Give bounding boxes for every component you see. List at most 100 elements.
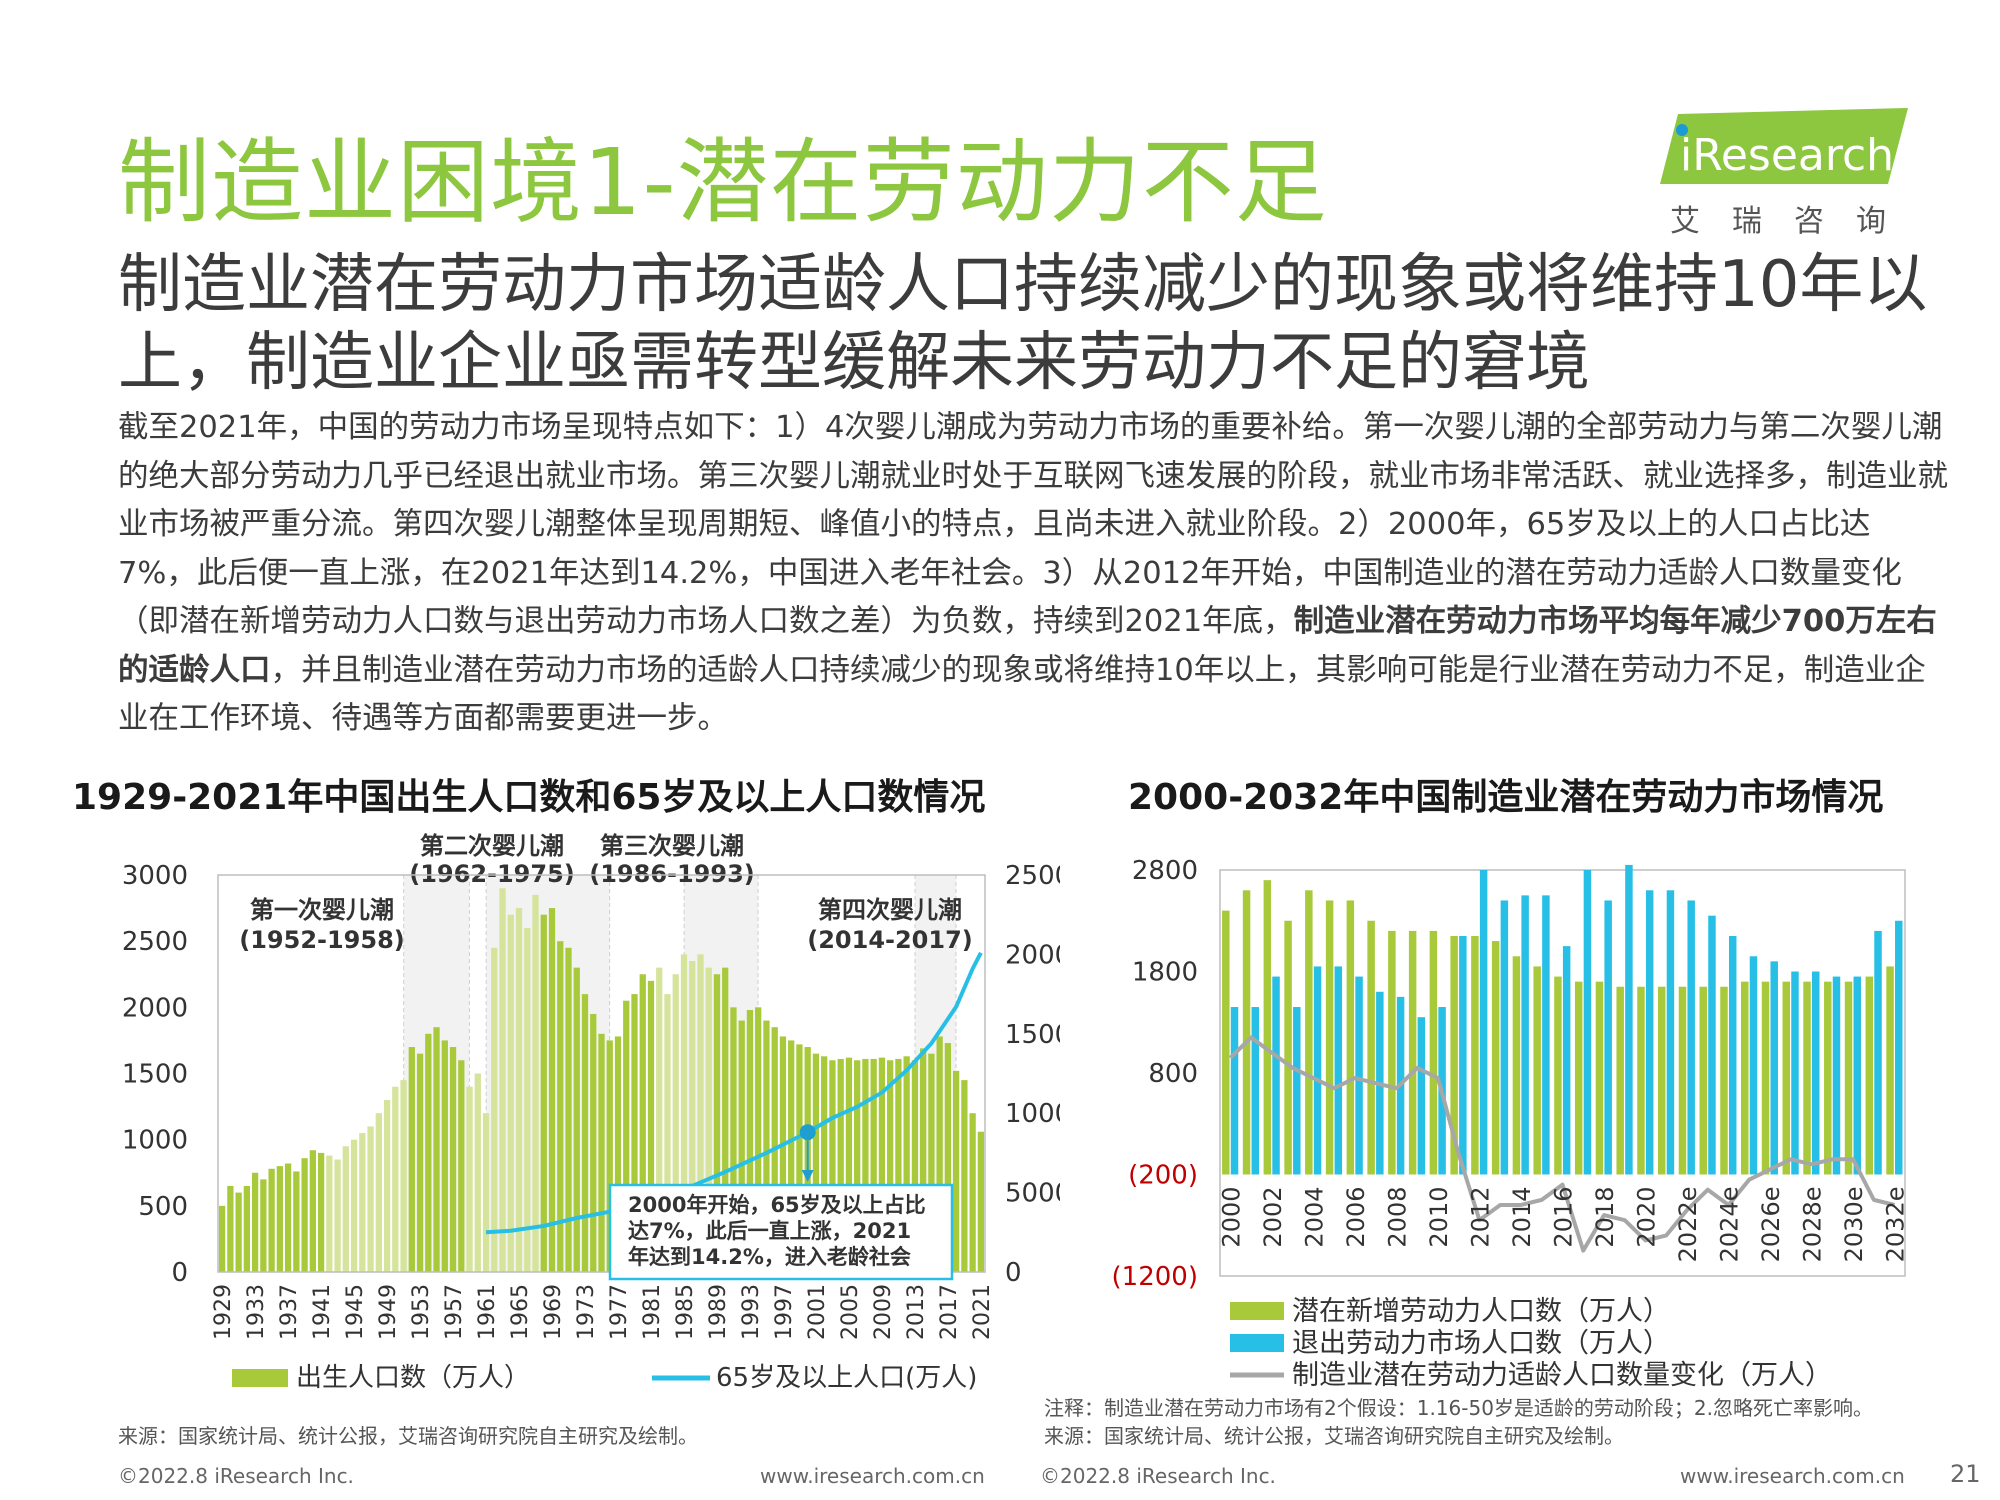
y-right-tick-label: 0 xyxy=(1005,1258,1022,1288)
x-tick-label: 1989 xyxy=(706,1284,731,1340)
birth-bar xyxy=(639,974,646,1272)
birth-bar xyxy=(400,1080,407,1272)
legend-label-elderly: 65岁及以上人口(万人) xyxy=(716,1363,977,1393)
new-labor-bar xyxy=(1595,981,1604,1175)
birth-bar xyxy=(738,1020,745,1272)
birth-bar xyxy=(342,1146,349,1272)
exit-labor-bar xyxy=(1770,961,1778,1175)
new-labor-bar xyxy=(1865,976,1874,1175)
y-tick-label: 1800 xyxy=(1132,958,1198,988)
birth-bar xyxy=(301,1158,308,1272)
new-labor-bar xyxy=(1761,981,1770,1175)
birth-bar xyxy=(705,967,712,1272)
birth-bar xyxy=(977,1131,985,1272)
x-tick-label: 1977 xyxy=(607,1284,632,1340)
birth-bar xyxy=(243,1185,250,1272)
birth-bar xyxy=(565,947,572,1272)
page-number: 21 xyxy=(1950,1460,1981,1488)
birth-bar xyxy=(730,1007,737,1272)
birth-bar xyxy=(878,1057,886,1272)
exit-labor-bar xyxy=(1791,971,1799,1175)
x-tick-label: 1953 xyxy=(409,1284,434,1340)
chart2-footer-right: www.iresearch.com.cn xyxy=(1680,1464,1905,1488)
iresearch-logo: iResearch xyxy=(1660,108,1910,188)
birth-bar xyxy=(812,1053,820,1272)
chart2-title: 2000-2032年中国制造业潜在劳动力市场情况 xyxy=(1128,777,1884,818)
exit-labor-bar xyxy=(1355,976,1363,1175)
exit-labor-bar xyxy=(1500,900,1509,1175)
y-right-tick-label: 10000 xyxy=(1005,1099,1060,1129)
x-tick-label: 2016 xyxy=(1550,1187,1578,1248)
birth-bar xyxy=(697,954,704,1272)
exit-labor-bar xyxy=(1645,890,1654,1175)
birth-bar xyxy=(854,1060,861,1272)
birth-bar xyxy=(367,1126,374,1272)
birth-bar xyxy=(590,1013,597,1272)
x-tick-label: 2032e xyxy=(1882,1187,1910,1263)
x-tick-label: 2017 xyxy=(937,1284,962,1340)
y-left-tick-label: 3000 xyxy=(122,861,188,891)
new-labor-bar xyxy=(1678,986,1687,1175)
birth-bar xyxy=(276,1166,283,1272)
x-tick-label: 1973 xyxy=(574,1284,599,1340)
x-tick-label: 2001 xyxy=(805,1284,830,1340)
birth-bar xyxy=(557,941,564,1272)
new-labor-bar xyxy=(1242,890,1251,1175)
birth-bar xyxy=(573,967,580,1272)
x-tick-label: 2010 xyxy=(1425,1187,1453,1248)
x-tick-label: 2018 xyxy=(1591,1187,1619,1248)
birth-bar xyxy=(268,1168,275,1272)
birth-bar xyxy=(779,1036,787,1272)
birth-bar xyxy=(474,1073,481,1272)
birth-bar xyxy=(317,1152,325,1272)
new-labor-bar xyxy=(1844,981,1853,1175)
exit-labor-bar xyxy=(1562,946,1571,1175)
birth-bar xyxy=(350,1139,358,1272)
x-tick-label: 1997 xyxy=(772,1284,797,1340)
new-labor-bar xyxy=(1429,930,1438,1175)
birth-bar xyxy=(631,994,638,1272)
birth-bar xyxy=(623,1000,630,1272)
boom-label-3: 第三次婴儿潮 xyxy=(600,832,744,860)
birth-bar xyxy=(581,994,589,1272)
new-labor-bar xyxy=(1574,981,1583,1175)
new-labor-bar xyxy=(1450,935,1458,1175)
x-tick-label: 2021 xyxy=(970,1284,995,1340)
exit-labor-bar xyxy=(1272,976,1280,1175)
y-left-tick-label: 1000 xyxy=(122,1126,188,1156)
new-labor-bar xyxy=(1533,966,1541,1175)
boom-years-3: (1986-1993) xyxy=(589,860,755,888)
x-tick-label: 2013 xyxy=(904,1284,929,1340)
exit-labor-bar xyxy=(1728,935,1737,1175)
new-labor-bar xyxy=(1803,981,1811,1175)
new-labor-bar xyxy=(1657,986,1666,1175)
new-labor-bar xyxy=(1222,910,1230,1175)
legend-swatch-new-labor xyxy=(1230,1302,1284,1320)
y-right-tick-label: 15000 xyxy=(1005,1020,1060,1050)
y-left-tick-label: 2000 xyxy=(122,993,188,1023)
x-tick-label: 2020 xyxy=(1633,1187,1661,1248)
legend-swatch-exit-labor xyxy=(1230,1334,1284,1352)
new-labor-bar xyxy=(1699,986,1707,1175)
body-paragraph: 截至2021年，中国的劳动力市场呈现特点如下：1）4次婴儿潮成为劳动力市场的重要… xyxy=(118,404,1948,744)
x-tick-label: 2028e xyxy=(1799,1187,1827,1263)
chart1-birth-and-elderly: 第一次婴儿潮(1952-1958) 第二次婴儿潮(1962-1975) 第三次婴儿潮… xyxy=(122,832,1060,1393)
birth-bar xyxy=(218,1205,226,1272)
birth-bar xyxy=(713,974,721,1272)
body-text-part1: 截至2021年，中国的劳动力市场呈现特点如下：1）4次婴儿潮成为劳动力市场的重要… xyxy=(118,410,1948,639)
birth-bar xyxy=(614,1036,622,1272)
birth-bar xyxy=(796,1044,803,1272)
birth-bar xyxy=(788,1040,795,1272)
birth-bar xyxy=(821,1056,828,1272)
exit-labor-bar xyxy=(1625,864,1633,1175)
birth-bar xyxy=(284,1163,292,1272)
x-tick-label: 2000 xyxy=(1217,1187,1245,1248)
elderly-2000-marker xyxy=(799,1124,816,1141)
x-tick-label: 1949 xyxy=(376,1284,401,1340)
x-tick-label: 1969 xyxy=(541,1284,566,1340)
chart2-note: 注释：制造业潜在劳动力市场有2个假设：1.16-50岁是适龄的劳动阶段；2.忽略… xyxy=(1044,1396,1874,1420)
boom-years-4: (2014-2017) xyxy=(807,926,973,954)
y-left-tick-label: 500 xyxy=(138,1192,188,1222)
birth-bar xyxy=(961,1080,968,1272)
annotation-line-3: 年达到14.2%，进入老龄社会 xyxy=(628,1245,911,1269)
